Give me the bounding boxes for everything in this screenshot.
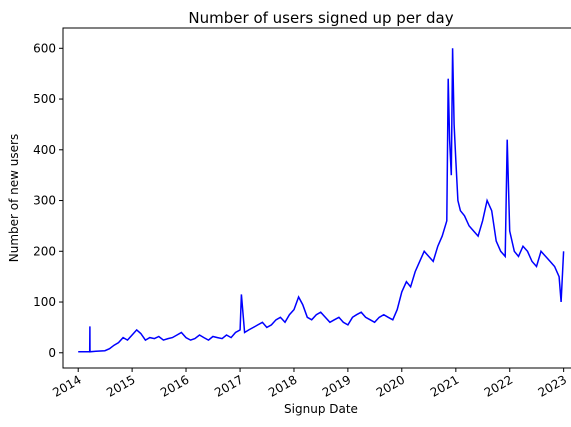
y-tick-label: 300 bbox=[33, 194, 56, 208]
x-axis-label: Signup Date bbox=[284, 402, 358, 416]
x-tick-label: 2015 bbox=[104, 372, 137, 399]
series-line bbox=[78, 48, 565, 353]
x-tick-label: 2020 bbox=[374, 372, 407, 399]
x-axis: 2014 2015 2016 2017 2018 2019 2020 2021 2022 2023 bbox=[50, 368, 569, 400]
y-axis-label: Number of new users bbox=[7, 134, 21, 262]
x-tick-label: 2016 bbox=[158, 372, 191, 399]
x-tick-label: 2019 bbox=[320, 372, 353, 399]
plot-area bbox=[62, 27, 571, 369]
y-tick-label: 200 bbox=[33, 244, 56, 258]
y-tick-label: 500 bbox=[33, 92, 56, 106]
y-axis: 0 100 200 300 400 500 600 bbox=[33, 41, 63, 360]
x-tick-label: 2018 bbox=[266, 372, 299, 399]
x-tick-label: 2017 bbox=[212, 372, 245, 399]
chart-title: Number of users signed up per day bbox=[188, 9, 453, 27]
x-tick-label: 2023 bbox=[536, 372, 569, 399]
y-tick-label: 600 bbox=[33, 41, 56, 55]
y-tick-label: 0 bbox=[48, 346, 56, 360]
x-tick-label: 2022 bbox=[482, 372, 515, 399]
x-tick-label: 2014 bbox=[50, 372, 83, 399]
x-tick-label: 2021 bbox=[428, 372, 461, 399]
y-tick-label: 400 bbox=[33, 143, 56, 157]
y-tick-label: 100 bbox=[33, 295, 56, 309]
